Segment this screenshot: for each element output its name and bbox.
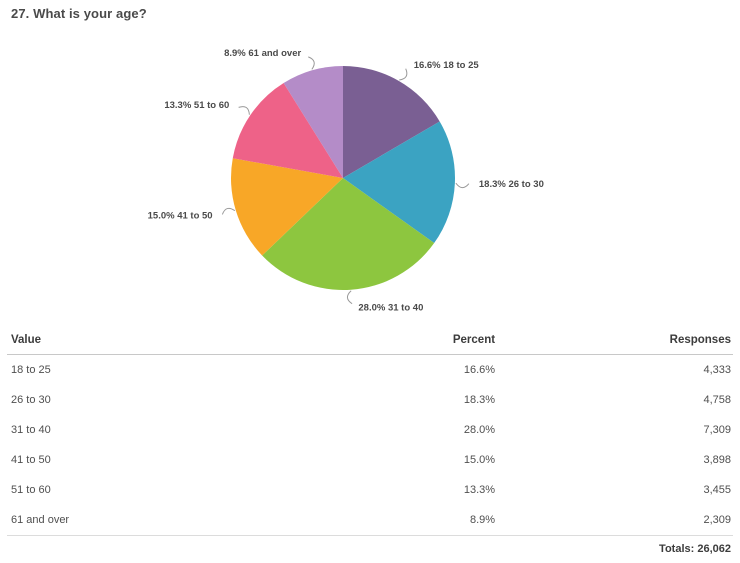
cell-responses: 3,898 <box>703 454 731 466</box>
table-header-row: Value Percent Responses <box>7 330 733 355</box>
leader-line <box>308 56 315 70</box>
cell-responses: 7,309 <box>703 424 731 436</box>
cell-responses: 4,333 <box>703 364 731 376</box>
table-totals-row: Totals: 26,062 <box>7 535 733 562</box>
pie-chart: 16.6% 18 to 25 18.3% 26 to 30 28.0% 31 to … <box>148 48 544 314</box>
cell-responses: 3,455 <box>703 484 731 496</box>
table-row: 41 to 50 15.0% 3,898 <box>7 445 733 475</box>
cell-percent: 13.3% <box>463 484 496 496</box>
cell-value: 51 to 60 <box>11 484 51 496</box>
cell-value: 26 to 30 <box>11 394 51 406</box>
column-header-value: Value <box>7 330 327 355</box>
pie-slice-label: 13.3% 51 to 60 <box>164 100 229 111</box>
cell-percent: 28.0% <box>463 424 496 436</box>
results-table: Value Percent Responses 18 to 25 16.6% 4… <box>7 330 733 562</box>
leader-line <box>221 207 236 215</box>
pie-slice-label: 18.3% 26 to 30 <box>479 179 544 190</box>
cell-value: 41 to 50 <box>11 454 51 466</box>
leader-line <box>455 182 470 189</box>
question-title: 27. What is your age? <box>11 6 147 21</box>
pie-slice-label: 15.0% 41 to 50 <box>148 211 213 222</box>
cell-percent: 8.9% <box>469 514 496 526</box>
cell-value: 18 to 25 <box>11 364 51 376</box>
pie-slice-51-to-60[interactable] <box>232 83 343 178</box>
cell-percent: 18.3% <box>463 394 496 406</box>
column-header-responses: Responses <box>497 330 733 355</box>
leader-line <box>346 290 353 305</box>
cell-responses: 2,309 <box>703 514 731 526</box>
cell-percent: 16.6% <box>463 364 496 376</box>
pie-slice-label: 8.9% 61 and over <box>224 48 301 59</box>
pie-slice-18-to-25[interactable] <box>343 66 440 178</box>
totals-value: Totals: 26,062 <box>7 535 733 562</box>
cell-value: 31 to 40 <box>11 424 51 436</box>
column-header-percent: Percent <box>326 330 498 355</box>
cell-percent: 15.0% <box>463 454 496 466</box>
table-row: 51 to 60 13.3% 3,455 <box>7 475 733 505</box>
table-row: 26 to 30 18.3% 4,758 <box>7 385 733 415</box>
leader-line <box>238 106 250 115</box>
pie-slice-41-to-50[interactable] <box>231 158 343 256</box>
cell-responses: 4,758 <box>703 394 731 406</box>
cell-value: 61 and over <box>11 514 70 526</box>
pie-slice-31-to-40[interactable] <box>262 178 435 290</box>
table-row: 18 to 25 16.6% 4,333 <box>7 355 733 386</box>
table-row: 31 to 40 28.0% 7,309 <box>7 415 733 445</box>
leader-line <box>399 68 408 81</box>
pie-slice-61-and-over[interactable] <box>283 66 343 178</box>
table-row: 61 and over 8.9% 2,309 <box>7 505 733 536</box>
pie-slice-label: 28.0% 31 to 40 <box>358 303 423 314</box>
pie-slice-label: 16.6% 18 to 25 <box>414 60 480 71</box>
pie-slice-26-to-30[interactable] <box>343 121 455 244</box>
